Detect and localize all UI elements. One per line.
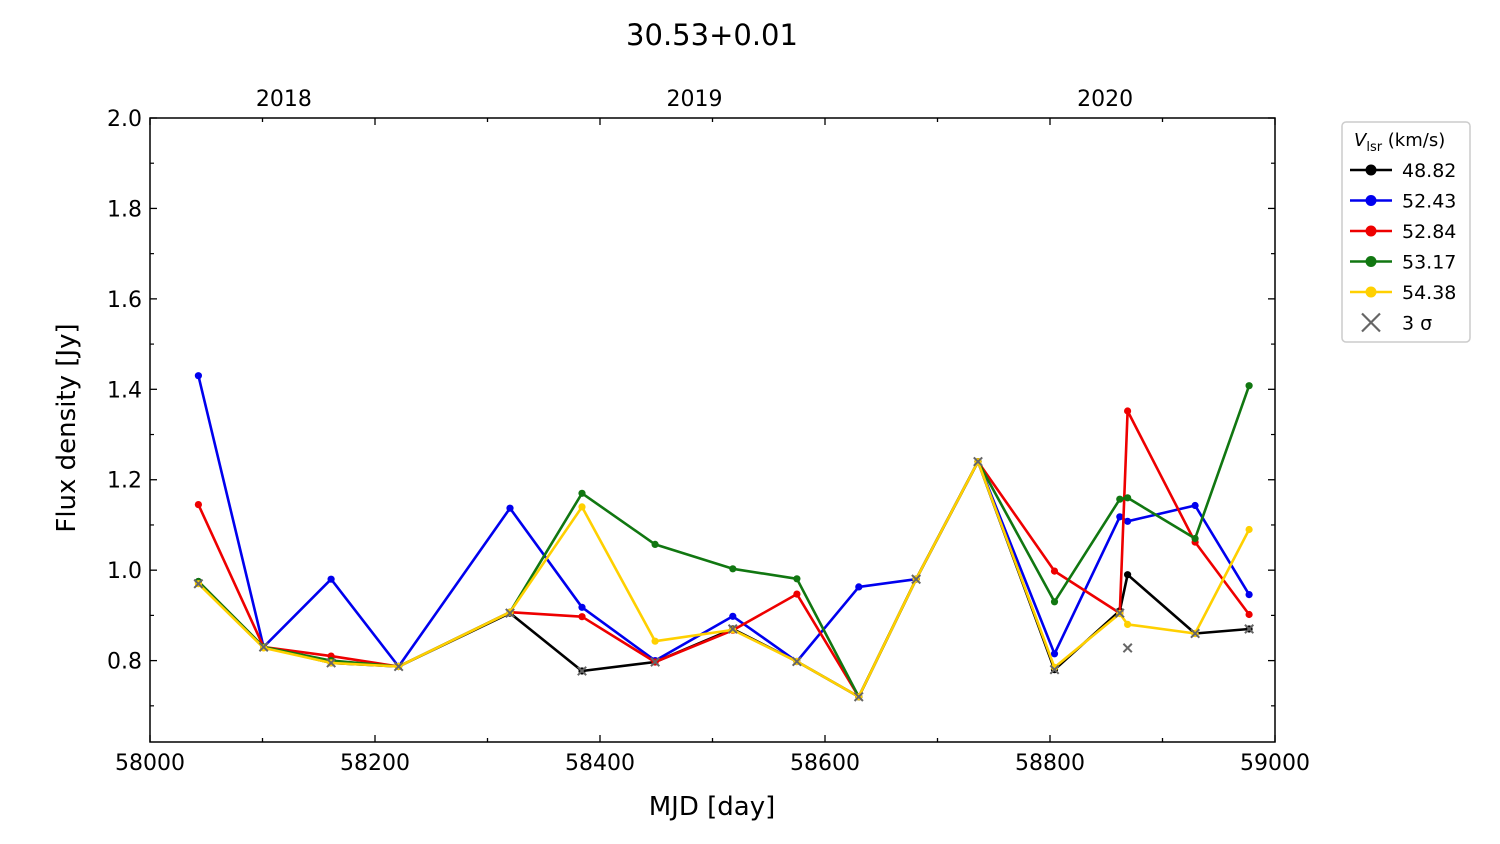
x-tick-label: 58600 bbox=[790, 751, 860, 776]
legend-title: Vlsr (km/s) bbox=[1354, 130, 1445, 155]
series-point-3 bbox=[1050, 598, 1059, 606]
y-tick-label: 1.0 bbox=[107, 559, 142, 584]
series-point-2 bbox=[793, 590, 801, 598]
series-point-4 bbox=[578, 503, 586, 511]
y-tick-label: 1.2 bbox=[107, 469, 142, 494]
legend-marker bbox=[1365, 286, 1377, 298]
series-point-3 bbox=[793, 575, 801, 583]
y-tick-label: 1.6 bbox=[107, 288, 142, 313]
legend-marker bbox=[1365, 195, 1377, 206]
series-point-2 bbox=[1124, 407, 1132, 415]
upper-limit-marker bbox=[650, 657, 661, 667]
upper-limit-marker bbox=[505, 608, 515, 619]
chart-title: 30.53+0.01 bbox=[626, 18, 798, 52]
upper-limit-marker bbox=[193, 578, 204, 589]
series-point-4 bbox=[1245, 525, 1253, 534]
series-point-1 bbox=[1116, 513, 1124, 521]
series-point-3 bbox=[1116, 495, 1124, 503]
x-tick-label: 59000 bbox=[1240, 751, 1310, 776]
legend-title-symbol: V bbox=[1354, 130, 1368, 151]
series-point-1 bbox=[194, 372, 202, 380]
series-point-2 bbox=[1050, 567, 1059, 575]
legend-items: 48.82 52.43 52.84 53.17 54.38 3 σ bbox=[1350, 160, 1456, 335]
upper-limit-marker bbox=[1244, 624, 1255, 634]
series-point-2 bbox=[1245, 610, 1253, 619]
legend-label: 53.17 bbox=[1402, 252, 1456, 274]
series-point-1 bbox=[1050, 650, 1059, 658]
series-point-3 bbox=[1124, 494, 1132, 502]
legend: Vlsr (km/s) 48.82 52.43 52.84 53.17 54.38 3 σ bbox=[1341, 121, 1471, 343]
series-point-1 bbox=[506, 504, 514, 512]
series-point-1 bbox=[578, 603, 586, 611]
upper-limit-marker bbox=[973, 456, 983, 467]
y-tick-label: 1.4 bbox=[107, 378, 142, 403]
upper-limit-marker bbox=[393, 661, 404, 672]
legend-label: 52.43 bbox=[1402, 191, 1456, 213]
top-axis-year-label: 2018 bbox=[256, 87, 312, 112]
legend-label: 52.84 bbox=[1402, 221, 1456, 243]
series-point-3 bbox=[1245, 382, 1253, 390]
legend-label: 48.82 bbox=[1402, 160, 1456, 182]
series-point-1 bbox=[1245, 591, 1253, 599]
legend-upper-limit-marker bbox=[1361, 312, 1381, 333]
legend-label: 54.38 bbox=[1402, 282, 1456, 304]
series-point-4 bbox=[1124, 620, 1132, 629]
upper-limit-marker bbox=[1190, 628, 1201, 639]
upper-limit-marker bbox=[791, 656, 802, 667]
series-point-3 bbox=[729, 565, 737, 573]
y-tick-label: 2.0 bbox=[107, 107, 142, 132]
legend-marker bbox=[1365, 164, 1377, 176]
series-point-3 bbox=[1191, 534, 1199, 543]
legend-marker bbox=[1365, 256, 1377, 267]
series-point-3 bbox=[651, 540, 659, 549]
x-tick-label: 58400 bbox=[565, 751, 635, 776]
upper-limit-marker bbox=[1114, 608, 1125, 619]
upper-limit-marker bbox=[326, 657, 337, 668]
series-point-3 bbox=[578, 489, 586, 497]
y-tick-label: 1.8 bbox=[107, 197, 142, 222]
series-point-1 bbox=[1191, 501, 1199, 510]
upper-limit-marker bbox=[911, 574, 922, 585]
x-axis-label: MJD [day] bbox=[649, 792, 776, 822]
legend-title-unit: (km/s) bbox=[1382, 130, 1445, 151]
plot-area: 58000 58200 58400 58600 58800 59000 0.8 1.0 1.2 1… bbox=[107, 87, 1310, 776]
x-tick-label: 58200 bbox=[340, 751, 410, 776]
legend-upper-limit-label: 3 σ bbox=[1402, 313, 1432, 335]
upper-limit-marker bbox=[727, 624, 738, 634]
upper-limit-marker bbox=[577, 666, 587, 676]
top-axis-year-label: 2019 bbox=[667, 87, 723, 112]
legend-title-subscript: lsr bbox=[1366, 140, 1382, 155]
series-point-4 bbox=[651, 637, 659, 645]
upper-limit-marker bbox=[1049, 664, 1060, 675]
series-point-1 bbox=[729, 612, 737, 620]
series-point-0 bbox=[1124, 571, 1132, 579]
legend-marker bbox=[1365, 225, 1377, 237]
series-point-1 bbox=[327, 575, 335, 583]
legend-box bbox=[1341, 121, 1471, 343]
upper-limit-marker bbox=[853, 691, 864, 702]
top-axis-year-label: 2020 bbox=[1077, 87, 1133, 112]
upper-limit-marker bbox=[258, 642, 269, 652]
x-tick-label: 58800 bbox=[1015, 751, 1085, 776]
upper-limit-marker bbox=[1122, 643, 1133, 653]
series-point-2 bbox=[194, 501, 202, 509]
y-axis-label: Flux density [Jy] bbox=[52, 323, 82, 532]
y-tick-label: 0.8 bbox=[107, 650, 142, 675]
x-tick-label: 58000 bbox=[115, 751, 185, 776]
series-point-2 bbox=[578, 613, 586, 621]
series-point-1 bbox=[855, 583, 863, 591]
series-point-1 bbox=[1124, 517, 1132, 525]
